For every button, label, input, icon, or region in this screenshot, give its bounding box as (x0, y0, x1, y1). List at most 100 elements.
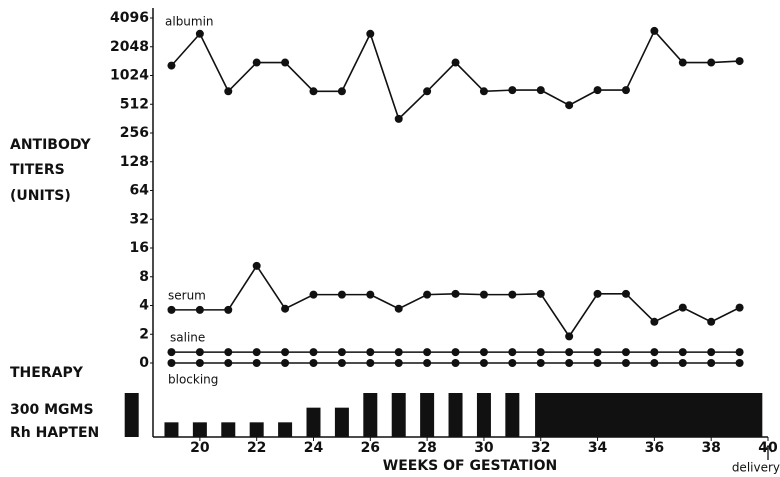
data-point (423, 359, 432, 367)
data-point (508, 348, 517, 357)
data-point (735, 359, 744, 367)
data-point (650, 348, 659, 357)
therapy-bar (124, 393, 139, 437)
data-point (479, 348, 488, 357)
data-point (621, 359, 630, 367)
data-point (394, 359, 403, 367)
therapy-bar (391, 393, 406, 437)
data-point (536, 86, 545, 95)
therapy-label: 300 MGMS (10, 402, 94, 418)
data-point (195, 305, 204, 314)
therapy-bar (278, 422, 293, 437)
data-point (678, 303, 687, 312)
y-tick-label: 1024 (110, 68, 149, 84)
data-point (252, 261, 261, 270)
data-point (707, 348, 716, 357)
x-tick-label: 22 (247, 440, 266, 456)
data-point (565, 101, 574, 110)
data-point (167, 61, 176, 70)
data-point (423, 290, 432, 299)
x-tick-label: 28 (417, 440, 436, 456)
data-point (195, 348, 204, 357)
data-point (309, 290, 318, 299)
y-tick-label: 4 (139, 298, 149, 314)
x-tick-label: 36 (645, 440, 664, 456)
x-tick-label: 34 (588, 440, 608, 456)
data-point (479, 87, 488, 96)
data-point (565, 332, 574, 341)
data-point (735, 303, 744, 312)
data-point (650, 317, 659, 326)
x-tick-label: 30 (474, 440, 494, 456)
data-point (593, 359, 602, 367)
data-point (593, 289, 602, 298)
data-point (281, 348, 290, 357)
series-line (170, 29, 740, 121)
y-axis-label: TITERS (10, 162, 65, 178)
data-point (735, 348, 744, 357)
data-point (167, 305, 176, 314)
y-axis-label: (UNITS) (10, 188, 71, 204)
x-tick-label: 38 (701, 440, 720, 456)
therapy-bar (249, 422, 264, 437)
data-point (337, 87, 346, 96)
data-point (621, 348, 630, 357)
data-point (621, 86, 630, 95)
data-point (167, 359, 176, 367)
data-point (366, 29, 375, 38)
therapy-title: THERAPY (10, 365, 84, 381)
data-point (451, 359, 460, 367)
data-point (593, 86, 602, 95)
data-point (678, 359, 687, 367)
data-point (423, 87, 432, 96)
data-point (224, 87, 233, 96)
data-point (394, 114, 403, 123)
series-label: blocking (168, 373, 218, 387)
therapy-bar (420, 393, 435, 437)
data-point (536, 348, 545, 357)
data-point (366, 290, 375, 299)
data-point (281, 58, 290, 67)
data-point (508, 359, 517, 367)
therapy-bar (334, 407, 349, 437)
data-point (337, 290, 346, 299)
data-point (252, 348, 261, 357)
data-point (252, 359, 261, 367)
data-point (394, 348, 403, 357)
data-point (281, 359, 290, 367)
data-point (167, 348, 176, 357)
annotation: delivery (732, 461, 780, 475)
x-tick-label: 26 (361, 440, 380, 456)
data-point (309, 87, 318, 96)
data-point (281, 304, 290, 313)
x-tick-label: 32 (531, 440, 550, 456)
data-point (621, 289, 630, 298)
y-tick-label: 8 (139, 269, 149, 285)
x-tick-label: 40 (758, 440, 778, 456)
data-point (678, 58, 687, 67)
data-point (423, 348, 432, 357)
data-point (394, 304, 403, 313)
therapy-bar (448, 393, 463, 437)
series-label: saline (170, 331, 205, 345)
data-point (309, 359, 318, 367)
y-tick-label: 128 (120, 154, 149, 170)
x-axis-label: WEEKS OF GESTATION (383, 458, 557, 474)
data-point (451, 348, 460, 357)
data-point (195, 359, 204, 367)
data-point (366, 359, 375, 367)
y-tick-label: 0 (139, 355, 149, 371)
y-axis-label: ANTIBODY (10, 137, 91, 153)
data-point (678, 348, 687, 357)
data-point (707, 359, 716, 367)
data-point (707, 317, 716, 326)
data-point (735, 57, 744, 66)
series-label: albumin (165, 15, 214, 29)
data-point (366, 348, 375, 357)
y-tick-label: 256 (120, 125, 149, 141)
y-tick-label: 2048 (110, 39, 149, 55)
therapy-bar (306, 407, 321, 437)
data-point (224, 348, 233, 357)
data-point (707, 58, 716, 67)
